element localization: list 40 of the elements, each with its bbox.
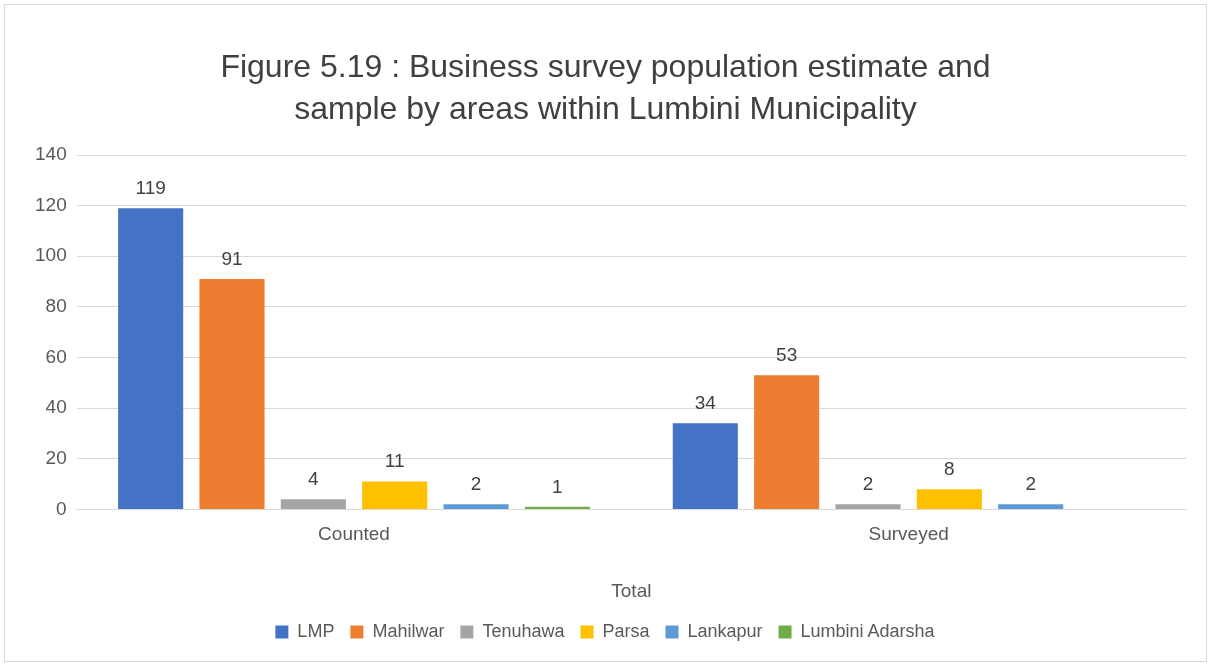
data-label: 4 [308, 468, 320, 490]
y-tick-label: 80 [45, 295, 67, 317]
bar [362, 481, 428, 509]
bar [998, 504, 1064, 509]
bar [199, 279, 265, 509]
x-tick-label: Surveyed [868, 523, 949, 545]
legend-label: Tenuhawa [482, 620, 566, 641]
bar [118, 208, 184, 509]
legend-label: Mahilwar [372, 620, 445, 641]
bar [916, 489, 982, 509]
x-tick-label: Counted [318, 523, 390, 545]
data-label: 2 [470, 473, 482, 495]
data-label: 11 [384, 450, 405, 472]
y-tick-label: 120 [35, 193, 67, 215]
data-label: 1 [552, 475, 563, 497]
data-label: 2 [1025, 473, 1036, 495]
bar [754, 375, 820, 509]
y-tick-label: 40 [45, 396, 67, 418]
data-label: 8 [944, 457, 955, 479]
data-label: 2 [862, 473, 874, 495]
chart-title: Figure 5.19 : Business survey population estimate and sample by areas within Lumbini Municipality [219, 47, 992, 128]
y-tick-label: 100 [35, 244, 67, 266]
data-label: 34 [694, 392, 717, 414]
x-axis-title: Total [611, 579, 652, 601]
legend-label: LMP [297, 620, 335, 641]
y-tick-label: 140 [35, 143, 67, 165]
bar [443, 504, 509, 509]
legend-label: Parsa [602, 620, 651, 641]
bar [280, 499, 346, 509]
y-tick-label: 20 [45, 447, 67, 469]
bar [524, 506, 590, 509]
legend-label: Lumbini Adarsha [800, 620, 936, 641]
y-tick-label: 60 [45, 345, 67, 367]
legend-label: Lankapur [687, 620, 763, 641]
y-tick-label: 0 [56, 497, 67, 519]
data-label: 119 [135, 176, 166, 198]
bar [672, 423, 738, 509]
data-label: 53 [776, 343, 798, 365]
bar [835, 504, 901, 509]
data-label: 91 [221, 247, 243, 269]
